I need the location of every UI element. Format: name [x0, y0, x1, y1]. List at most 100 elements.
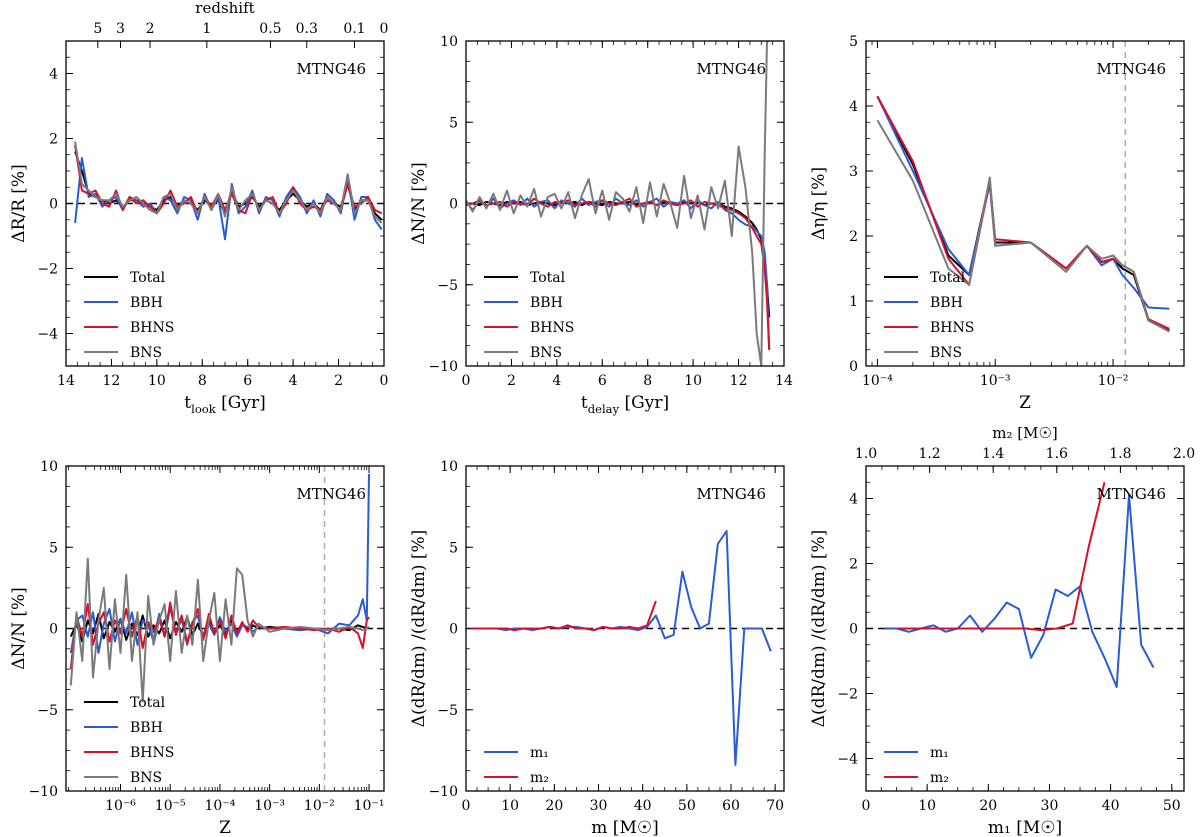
axes-frame: [65, 465, 385, 792]
y-tick-label: 0: [449, 197, 458, 213]
x-axis-label: Z: [1019, 393, 1031, 413]
x-ticks: 0 10 20 30 40 50 60 70: [462, 466, 784, 814]
x-tick-label: 0: [862, 798, 871, 814]
y-axis-label: Δ(dR/dm) /(dR/dm) [%]: [809, 530, 829, 728]
y-ticks: −4 −2 0 2 4: [837, 465, 1184, 792]
y-axis-label: ΔR/R [%]: [9, 164, 29, 242]
model-label: MTNG46: [296, 60, 366, 78]
top-tick-label: 1.8: [1109, 446, 1131, 462]
y-tick-label: 2: [49, 132, 58, 148]
y-tick-label: −10: [28, 784, 58, 800]
axes-frame: [465, 40, 785, 367]
panel-2: 0 2 4 6 8 10 12 14 −10 −5 0 5 10 MTNG46 Total BBH BHNS BN…: [409, 34, 793, 416]
x-tick-label: 30: [1041, 798, 1059, 814]
y-ticks: −10 −5 0 5 10: [428, 34, 784, 375]
y-axis-label: Δ(dR/dm) /(dR/dm) [%]: [409, 530, 429, 728]
plot-area: [66, 466, 384, 791]
panel-1: 14 12 10 8 6 4 2 0 −4 −2 0 2 4 5 3 2 1 0.5 0.3 0.1 0 redshift…: [9, 0, 388, 416]
top-tick-label: 0.3: [296, 21, 318, 37]
top-axis: 1.0 1.2 1.4 1.6 1.8 2.0 m₂ [M☉]: [855, 424, 1195, 473]
x-tick-label: 10⁻³: [980, 373, 1011, 389]
x-tick-label: 0: [380, 373, 389, 389]
top-tick-label: 3: [116, 21, 125, 37]
series-bns-line: [466, 41, 770, 366]
y-tick-label: 0: [49, 197, 58, 213]
plot-area: [866, 482, 1184, 688]
x-ticks: 14 12 10 8 6 4 2 0: [57, 359, 388, 389]
x-tick-label: 10: [918, 798, 936, 814]
x-tick-label: 2: [507, 373, 516, 389]
x-tick-label: 10⁻⁴: [862, 373, 893, 389]
legend-label: BHNS: [130, 320, 174, 336]
legend-label: BBH: [130, 295, 163, 311]
y-tick-label: −10: [428, 784, 458, 800]
x-tick-label: 6: [243, 373, 252, 389]
legend-label: Total: [930, 270, 966, 286]
panel-6: 0 10 20 30 40 50 −4 −2 0 2 4 1.0 1.2 1.4 1.6 1.8 2.0 m₂ […: [809, 424, 1195, 837]
legend-label: m₂: [530, 770, 549, 786]
y-tick-label: 5: [49, 540, 58, 556]
legend-label: BHNS: [130, 745, 174, 761]
series-m-line: [897, 482, 1106, 632]
axes-frame: [465, 465, 785, 792]
y-tick-label: 5: [449, 540, 458, 556]
series-total-line: [466, 200, 771, 318]
legend-label: BNS: [130, 345, 162, 361]
x-tick-label: 10: [148, 373, 166, 389]
axes-frame: [65, 40, 385, 367]
legend-label: Total: [530, 270, 566, 286]
x-tick-label: 50: [1163, 798, 1181, 814]
y-ticks: −4 −2 0 2 4: [37, 40, 384, 367]
y-tick-label: −2: [37, 262, 58, 278]
top-axis-label: redshift: [195, 0, 254, 17]
y-tick-label: 0: [449, 622, 458, 638]
legend: Total BBH BHNS BNS: [84, 695, 174, 786]
y-tick-label: 10: [440, 34, 458, 50]
y-axis-label: ΔN/N [%]: [409, 162, 429, 245]
y-tick-label: 2: [849, 557, 858, 573]
x-tick-label: 60: [722, 798, 740, 814]
x-tick-label: 30: [590, 798, 608, 814]
legend-label: BBH: [530, 295, 563, 311]
y-tick-label: −5: [37, 703, 58, 719]
legend-label: BBH: [130, 720, 163, 736]
y-tick-label: −4: [37, 327, 58, 343]
x-axis-label: Z: [219, 818, 231, 837]
y-tick-label: −5: [437, 278, 458, 294]
top-tick-label: 1: [202, 21, 211, 37]
x-tick-label: 10⁻⁶: [105, 798, 136, 814]
y-tick-label: 4: [849, 99, 858, 115]
plot-area: [876, 41, 1170, 366]
x-ticks: 10⁻⁶ 10⁻⁵ 10⁻⁴ 10⁻³ 10⁻² 10⁻¹: [65, 466, 384, 814]
y-axis-label: Δη/η [%]: [809, 167, 829, 240]
top-tick-label: 1.2: [918, 446, 940, 462]
series-bns-line: [69, 557, 370, 703]
x-tick-label: 50: [678, 798, 696, 814]
x-tick-label: 8: [198, 373, 207, 389]
y-tick-label: −10: [428, 359, 458, 375]
top-axis: 5 3 2 1 0.5 0.3 0.1 0 redshift: [93, 0, 388, 48]
x-tick-label: 14: [775, 373, 793, 389]
x-ticks: 10⁻⁴ 10⁻³ 10⁻²: [862, 41, 1185, 389]
legend: Total BBH BHNS BNS: [884, 270, 974, 361]
legend-label: m₂: [930, 770, 949, 786]
top-tick-label: 1.4: [982, 446, 1004, 462]
x-tick-label: 10⁻³: [254, 798, 285, 814]
model-label: MTNG46: [696, 60, 766, 78]
legend: m₁ m₂: [884, 745, 949, 786]
x-tick-label: 70: [766, 798, 784, 814]
y-tick-label: 4: [849, 492, 858, 508]
x-axis-label: tdelay [Gyr]: [581, 393, 669, 416]
axes-frame: [865, 465, 1185, 792]
x-ticks: 0 10 20 30 40 50: [862, 784, 1181, 814]
top-tick-label: 0: [380, 21, 389, 37]
x-tick-label: 6: [598, 373, 607, 389]
legend: Total BBH BHNS BNS: [84, 270, 174, 361]
top-tick-label: 2: [146, 21, 155, 37]
legend-label: BHNS: [930, 320, 974, 336]
x-tick-label: 10: [684, 373, 702, 389]
x-tick-label: 8: [643, 373, 652, 389]
y-tick-label: 0: [849, 622, 858, 638]
plot-area: [466, 530, 784, 766]
top-tick-label: 0.5: [259, 21, 281, 37]
